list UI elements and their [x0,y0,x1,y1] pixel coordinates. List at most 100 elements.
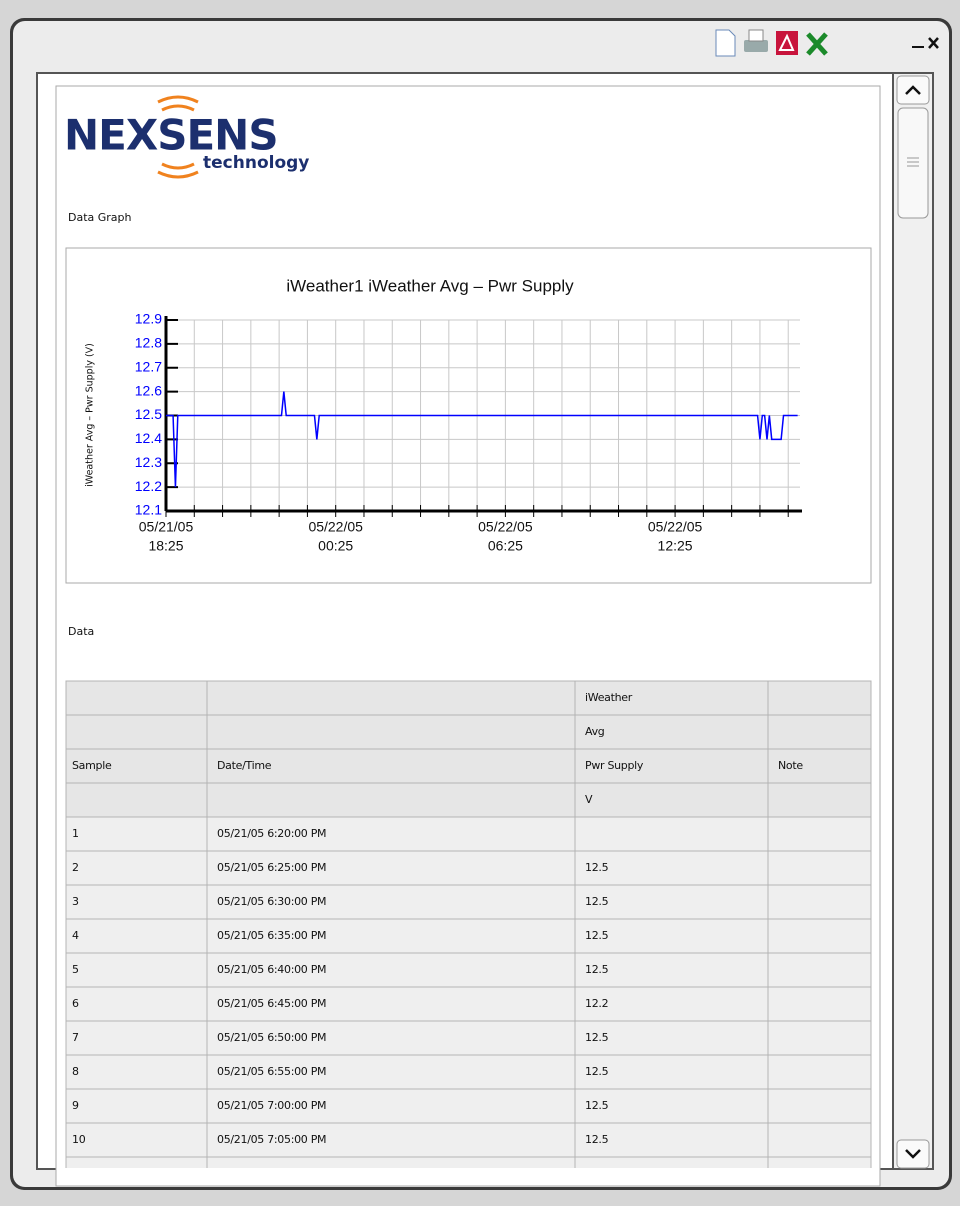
section-label: Data [68,625,94,638]
table-cell [206,816,576,852]
table-cell [65,952,208,988]
table-cell [206,748,576,784]
cell-text: iWeather [585,691,633,704]
table-cell [767,952,872,988]
table-cell [206,918,576,954]
table-cell [65,986,208,1022]
scroll-thumb[interactable] [897,107,929,219]
x-tick-label: 05/22/05 [308,519,363,535]
cell-text: 1 [72,827,79,840]
minimize-button[interactable] [912,46,924,48]
cell-text: 05/21/05 6:30:00 PM [217,895,326,908]
x-tick-label: 06:25 [488,538,523,554]
table-cell [206,714,576,750]
y-tick-label: 12.2 [135,478,162,494]
table-cell [65,918,208,954]
logo-name: NEXSENS [64,111,278,160]
print-icon[interactable] [744,29,768,52]
cell-text: 9 [72,1099,79,1112]
excel-icon[interactable] [806,32,828,56]
cell-text: 12.2 [585,997,608,1010]
table-cell [65,714,208,750]
cell-text: 2 [72,861,79,874]
cell-text: 8 [72,1065,79,1078]
x-tick-label: 00:25 [318,538,353,554]
y-tick-label: 12.1 [135,502,162,518]
table-cell [574,816,769,852]
cell-text: 4 [72,929,79,942]
table-cell [767,918,872,954]
cell-text: 05/21/05 7:00:00 PM [217,1099,326,1112]
table-cell [206,850,576,886]
table-cell [574,850,769,886]
table-cell [574,884,769,920]
cell-text: 12.5 [585,1099,609,1112]
table-cell [574,782,769,818]
x-tick-label: 12:25 [658,538,693,554]
table-cell [574,1020,769,1056]
data-table: iWeather Avg Sample Date/Time Pwr Supply Note… [65,680,872,1168]
x-tick-label: 05/22/05 [648,519,703,535]
cell-text: 12.5 [585,963,609,976]
cell-text: Sample [72,759,112,772]
table-cell [65,1020,208,1056]
cell-text: Note [778,759,803,772]
pdf-icon[interactable] [776,31,798,55]
table-cell [65,748,208,784]
y-axis-label: iWeather Avg – Pwr Supply (V) [85,343,96,487]
y-tick-label: 12.5 [135,406,162,422]
y-tick-label: 12.4 [135,430,162,446]
cell-text: 05/21/05 6:20:00 PM [217,827,326,840]
scroll-up[interactable] [896,75,930,105]
cell-text: 7 [72,1031,79,1044]
table-cell [65,850,208,886]
table-cell [767,884,872,920]
table-cell [767,986,872,1022]
close-button[interactable] [928,37,939,49]
cell-text: 12.5 [585,1133,609,1146]
table-cell [65,884,208,920]
y-tick-label: 12.3 [135,454,162,470]
table-cell [767,1054,872,1090]
table-cell [65,1088,208,1124]
cell-text: 05/21/05 6:40:00 PM [217,963,326,976]
table-cell [767,748,872,784]
table-cell [65,1122,208,1158]
cell-text: 6 [72,997,79,1010]
cell-text: Date/Time [217,759,272,772]
table-cell [206,782,576,818]
table-cell [574,952,769,988]
table-cell [574,1122,769,1158]
table-cell [767,680,872,716]
table-cell [65,782,208,818]
toolbar [715,29,939,57]
table-cell [767,782,872,818]
x-tick-label: 05/21/05 [139,519,194,535]
cell-text: 3 [72,895,79,908]
cell-text: 12.5 [585,1065,609,1078]
table-cell [767,1088,872,1124]
table-cell [206,884,576,920]
scroll-down[interactable] [896,1139,930,1169]
x-tick-label: 18:25 [148,538,183,554]
table-cell [767,850,872,886]
cell-text: V [585,793,593,806]
new-icon[interactable] [715,29,736,57]
scrollbar [894,74,932,1169]
y-tick-label: 12.6 [135,382,162,398]
y-tick-label: 12.7 [135,358,162,374]
logo: NEXSENS technology [64,95,309,179]
table-cell [65,1156,208,1168]
cell-text: 12.5 [585,1031,609,1044]
chart-title: iWeather1 iWeather Avg – Pwr Supply [286,276,574,295]
table-cell [206,1122,576,1158]
cell-text: 5 [72,963,79,976]
cell-text: 10 [72,1133,86,1146]
table-cell [206,1156,576,1168]
table-cell [206,680,576,716]
y-tick-label: 12.9 [135,311,162,327]
cell-text: 05/21/05 6:55:00 PM [217,1065,326,1078]
table-cell [767,1122,872,1158]
